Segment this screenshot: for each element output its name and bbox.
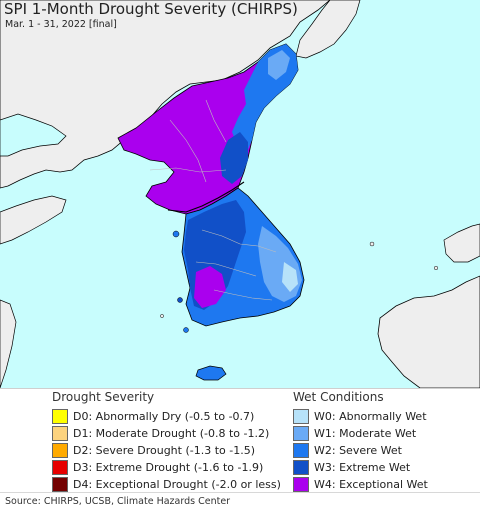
island [183,327,189,333]
map-subtitle: Mar. 1 - 31, 2022 [final] [5,19,117,30]
island [177,297,183,303]
legend-item-d0: D0: Abnormally Dry (-0.5 to -0.7) [52,408,281,425]
legend-label: W3: Extreme Wet [314,461,411,474]
legend-swatch [52,426,68,441]
legend-swatch [293,409,309,424]
legend-label: D4: Exceptional Drought (-2.0 or less) [73,478,281,491]
legend-item-w3: W3: Extreme Wet [293,459,428,476]
drought-legend: Drought Severity D0: Abnormally Dry (-0.… [52,389,281,493]
wet-legend: Wet Conditions W0: Abnormally Wet W1: Mo… [293,389,428,493]
drought-map [0,0,480,388]
footer: Source: CHIRPS, UCSB, Climate Hazards Ce… [0,492,480,511]
legend-panel: Drought Severity D0: Abnormally Dry (-0.… [0,388,480,493]
legend-swatch [293,426,309,441]
legend-swatch [52,460,68,475]
legend-label: W4: Exceptional Wet [314,478,428,491]
legend-item-w0: W0: Abnormally Wet [293,408,428,425]
legend-swatch [293,443,309,458]
japan-honshu [443,223,480,263]
russia-landmass [295,0,361,59]
legend-item-w1: W1: Moderate Wet [293,425,428,442]
island [433,265,439,271]
drought-legend-title: Drought Severity [52,390,155,404]
legend-item-d4: D4: Exceptional Drought (-2.0 or less) [52,476,281,493]
legend-label: D1: Moderate Drought (-0.8 to -1.2) [73,427,270,440]
legend-label: W2: Severe Wet [314,444,402,457]
legend-item-d2: D2: Severe Drought (-1.3 to -1.5) [52,442,281,459]
shandong-peninsula [0,195,67,245]
south-korea-abnormally-wet [282,262,298,292]
legend-label: D2: Severe Drought (-1.3 to -1.5) [73,444,256,457]
southwest-exceptional-wet [194,266,226,308]
legend-item-w4: W4: Exceptional Wet [293,476,428,493]
east-coast-extreme-wet [220,132,248,184]
island [160,314,164,318]
legend-swatch [293,477,309,492]
legend-swatch [293,460,309,475]
northeast-moderate-wet [268,50,290,80]
east-china-coast [0,299,17,388]
wet-legend-title: Wet Conditions [293,390,384,404]
legend-label: D3: Extreme Drought (-1.6 to -1.9) [73,461,264,474]
legend-swatch [52,477,68,492]
province-boundaries [149,99,277,301]
legend-label: W1: Moderate Wet [314,427,417,440]
legend-label: W0: Abnormally Wet [314,410,427,423]
island [172,230,180,238]
liaodong-coast [0,113,67,157]
island [369,241,375,247]
legend-label: D0: Abnormally Dry (-0.5 to -0.7) [73,410,255,423]
legend-item-d1: D1: Moderate Drought (-0.8 to -1.2) [52,425,281,442]
map-title: SPI 1-Month Drought Severity (CHIRPS) [4,0,298,18]
legend-item-w2: W2: Severe Wet [293,442,428,459]
japan-landmass [377,275,480,388]
source-credit: Source: CHIRPS, UCSB, Climate Hazards Ce… [5,496,231,507]
jeju-island [195,365,227,381]
legend-swatch [52,443,68,458]
legend-item-d3: D3: Extreme Drought (-1.6 to -1.9) [52,459,281,476]
legend-swatch [52,409,68,424]
dmz-border [167,181,245,213]
